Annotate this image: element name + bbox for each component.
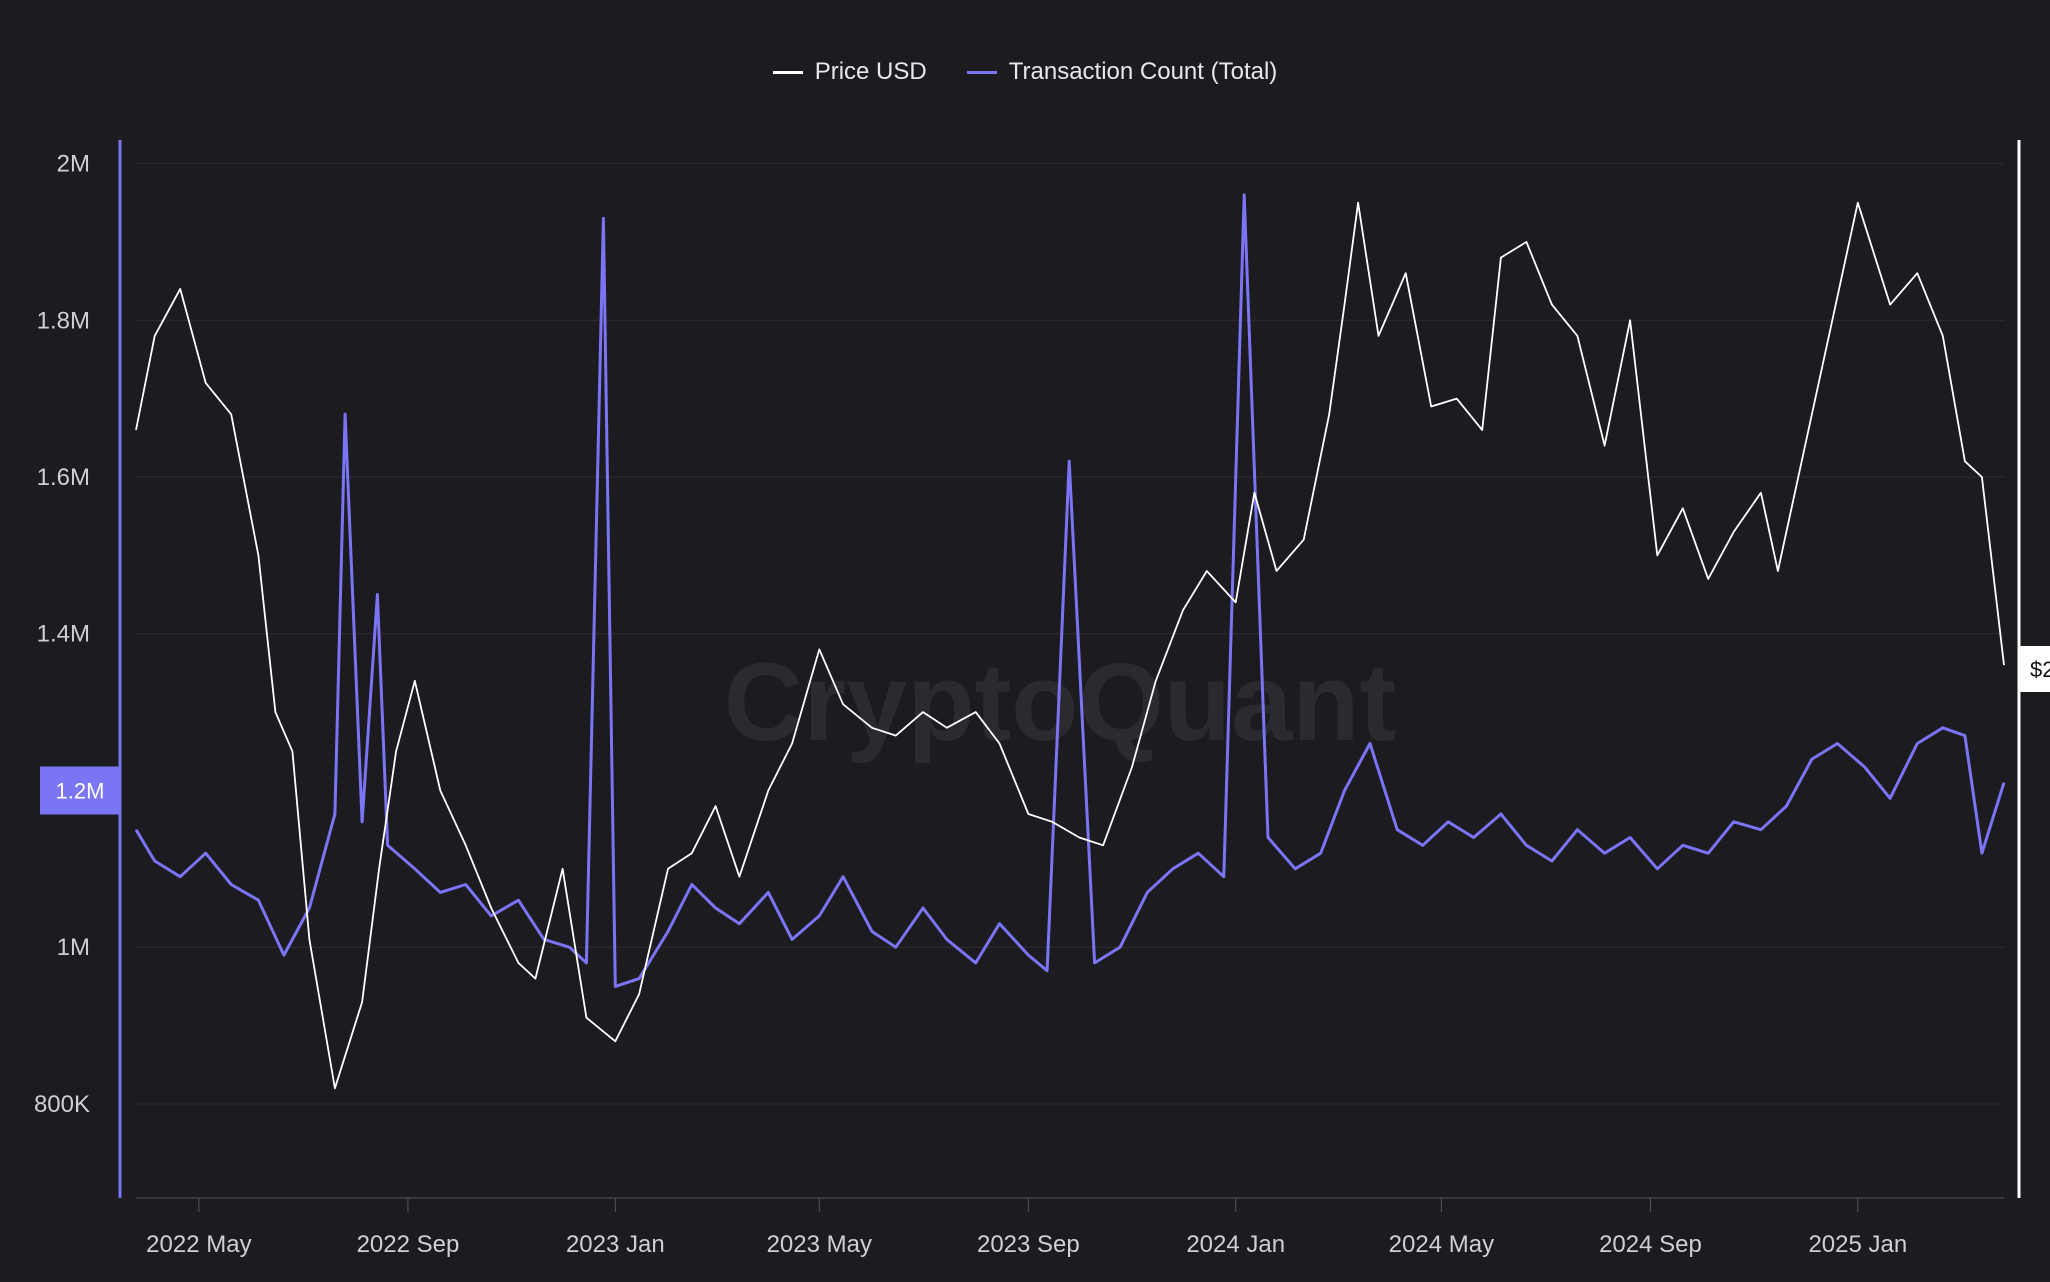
x-tick-label: 2023 May <box>767 1231 872 1258</box>
x-tick-label: 2022 Sep <box>357 1231 460 1258</box>
y-tick-label: 1M <box>57 934 90 961</box>
legend-swatch-tx-count <box>966 70 997 74</box>
series-line-price[interactable] <box>135 201 2005 1090</box>
legend-label-price: Price USD <box>814 58 927 85</box>
legend-label-tx-count: Transaction Count (Total) <box>1008 58 1278 85</box>
y-tick-label: 1.4M <box>37 621 90 648</box>
legend-item-price[interactable]: Price USD <box>772 58 927 86</box>
price-badge <box>2020 646 2050 692</box>
x-tick-label: 2023 Sep <box>977 1231 1080 1258</box>
current-value-badge-label: 1.2M <box>56 778 105 803</box>
x-tick-label: 2024 Sep <box>1599 1231 1702 1258</box>
y-tick-label: 2M <box>57 151 90 178</box>
legend: Price USD Transaction Count (Total) <box>0 58 2050 86</box>
current-value-badge <box>40 766 120 815</box>
x-tick-label: 2025 Jan <box>1808 1231 1907 1258</box>
price-badge-label: $2 <box>2030 657 2050 682</box>
series-line-transaction-count[interactable] <box>134 193 2006 988</box>
legend-swatch-price <box>772 70 803 74</box>
x-tick-label: 2023 Jan <box>566 1231 665 1258</box>
y-tick-label: 800K <box>34 1091 90 1118</box>
y-tick-label: 1.6M <box>37 464 90 491</box>
legend-item-tx-count[interactable]: Transaction Count (Total) <box>966 58 1278 86</box>
x-tick-label: 2022 May <box>146 1231 251 1258</box>
x-tick-label: 2024 Jan <box>1186 1231 1285 1258</box>
x-tick-label: 2024 May <box>1389 1231 1494 1258</box>
y-tick-label: 1.8M <box>37 307 90 334</box>
